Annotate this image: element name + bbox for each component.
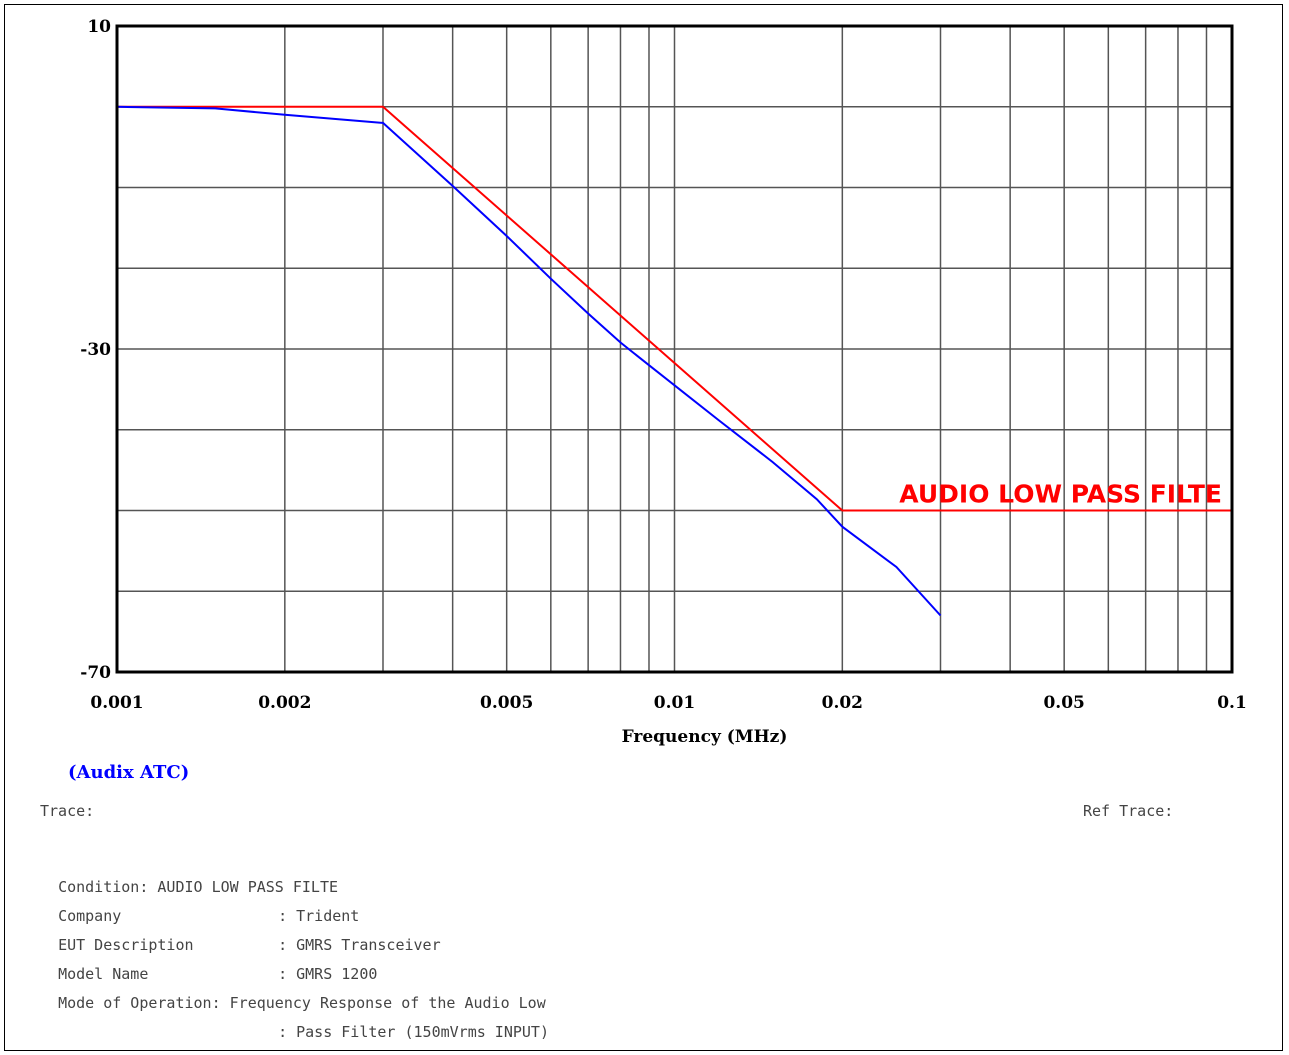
brand-label: (Audix ATC) — [68, 762, 190, 783]
series-lines — [116, 105, 1232, 617]
x-tick-label: 0.1 — [1217, 693, 1247, 713]
company-key: Company — [58, 907, 122, 925]
mode-row-2: : Pass Filter (150mVrms INPUT) — [40, 1005, 549, 1041]
x-tick-label: 0.01 — [654, 693, 695, 713]
ref-trace-label: Ref Trace: — [1083, 802, 1174, 820]
page-frame — [4, 4, 1283, 1051]
x-tick-label: 0.001 — [90, 693, 143, 713]
model-key: Model Name — [58, 965, 149, 983]
condition-row: Condition: AUDIO LOW PASS FILTE — [40, 860, 338, 896]
y-tick-label: -30 — [80, 340, 111, 360]
company-value: : Trident — [278, 907, 360, 925]
mode-value-1: Frequency Response of the Audio Low — [229, 994, 546, 1012]
grid-lines — [117, 26, 1232, 672]
limit-annotation: AUDIO LOW PASS FILTE — [899, 480, 1222, 509]
x-tick-label: 0.05 — [1043, 693, 1084, 713]
model-value: : GMRS 1200 — [278, 965, 378, 983]
x-tick-labels: 0.001 0.002 0.005 0.01 0.02 0.05 0.1 — [90, 693, 1246, 713]
plot-border — [115, 24, 1234, 674]
mode-row: Mode of Operation: Frequency Response of… — [40, 976, 546, 1012]
eut-row: EUT Description : GMRS Transceiver — [40, 918, 441, 954]
x-tick-label: 0.005 — [480, 693, 533, 713]
limit-line — [117, 105, 1232, 512]
model-row: Model Name : GMRS 1200 — [40, 947, 377, 983]
x-tick-label: 0.02 — [822, 693, 863, 713]
trace-label: Trace: — [40, 802, 95, 820]
x-axis-title: Frequency (MHz) — [622, 727, 788, 747]
condition-text: Condition: AUDIO LOW PASS FILTE — [58, 878, 339, 896]
measured-trace — [116, 105, 942, 617]
x-tick-label: 0.002 — [258, 693, 311, 713]
eut-value: : GMRS Transceiver — [278, 936, 441, 954]
y-tick-labels: 10 -30 -70 — [80, 17, 111, 683]
mode-value-2: : Pass Filter (150mVrms INPUT) — [278, 1023, 549, 1041]
mode-key: Mode of Operation: — [58, 994, 221, 1012]
y-tick-label: -70 — [80, 663, 111, 683]
frequency-response-chart: 10-30-70 0.001 0.002 0.005 0.01 0.02 0.05 0.1 … — [80, 17, 1247, 747]
eut-key: EUT Description — [58, 936, 194, 954]
y-tick-label: 10 — [87, 17, 111, 37]
company-row: Company : Trident — [40, 889, 359, 925]
